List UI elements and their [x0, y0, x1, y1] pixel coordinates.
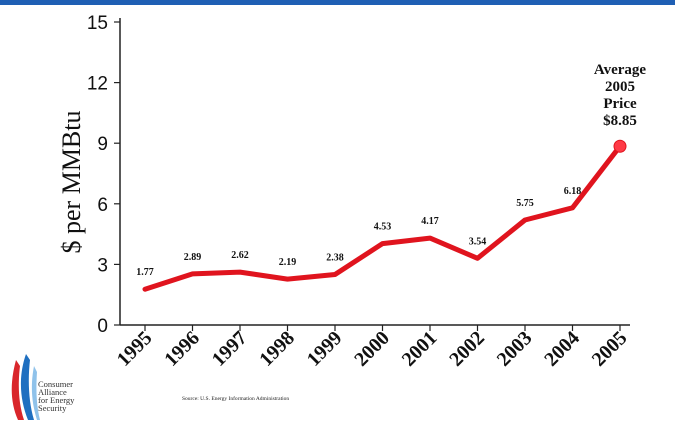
y-tick-label: 15: [87, 13, 108, 34]
data-labels: 1.77 2.89 2.62 2.19 2.38 4.53 4.17 3.54 5.75 6.18: [136, 186, 581, 278]
y-tick-label: 3: [97, 255, 108, 276]
x-tick-label: 1997: [208, 327, 252, 371]
logo-line: Alliance: [38, 387, 67, 397]
data-label: 2.89: [184, 252, 202, 263]
axes: [119, 18, 630, 326]
logo-flame-blue: [20, 354, 34, 420]
logo-flame-red: [11, 360, 24, 420]
x-tick-label: 1999: [303, 327, 347, 371]
y-tick-label: 0: [97, 316, 108, 337]
y-tick-label: 9: [97, 134, 108, 155]
x-tick-label: 2002: [445, 327, 489, 371]
logo-text: Consumer Alliance for Energy Security: [38, 379, 75, 413]
x-tick-label: 2000: [350, 327, 394, 371]
end-point-marker: [613, 139, 627, 153]
x-tick-label: 2005: [588, 327, 632, 371]
callout-line: $8.85: [603, 113, 637, 129]
y-ticks: 0 3 6 9 12 15: [87, 13, 120, 337]
x-tick-label: 1998: [255, 327, 299, 371]
x-tick-label: 2003: [493, 327, 537, 371]
x-ticks: 1995 1996 1997 1998 1999 2000 2001 2002 2003 2004…: [113, 325, 632, 371]
y-tick-label: 12: [87, 74, 108, 95]
x-tick-label: 2001: [398, 327, 442, 371]
source-note: Source: U.S. Energy Information Administ…: [182, 396, 290, 402]
top-accent-bar: [0, 0, 675, 5]
organization-logo: [11, 354, 40, 420]
data-label: 2.38: [326, 253, 344, 264]
callout-line: Price: [603, 96, 637, 112]
data-label: 3.54: [469, 236, 487, 247]
data-label: 4.53: [374, 222, 392, 233]
data-label: 2.19: [279, 257, 297, 268]
y-tick-label: 6: [97, 195, 108, 216]
logo-line: for Energy: [38, 395, 75, 405]
callout-line: 2005: [605, 79, 635, 95]
logo-line: Consumer: [38, 379, 73, 389]
data-label: 2.62: [231, 250, 249, 261]
callout-line: Average: [594, 62, 647, 78]
y-axis-label: $ per MMBtu: [57, 111, 86, 254]
data-label: 4.17: [421, 216, 439, 227]
logo-flame-lightblue: [31, 366, 40, 420]
data-label: 6.18: [564, 186, 582, 197]
data-label: 5.75: [516, 198, 534, 209]
x-tick-label: 1996: [160, 327, 204, 371]
x-tick-label: 2004: [540, 327, 584, 371]
series-line: [142, 143, 623, 292]
logo-line: Security: [38, 403, 67, 413]
data-label: 1.77: [136, 267, 154, 278]
